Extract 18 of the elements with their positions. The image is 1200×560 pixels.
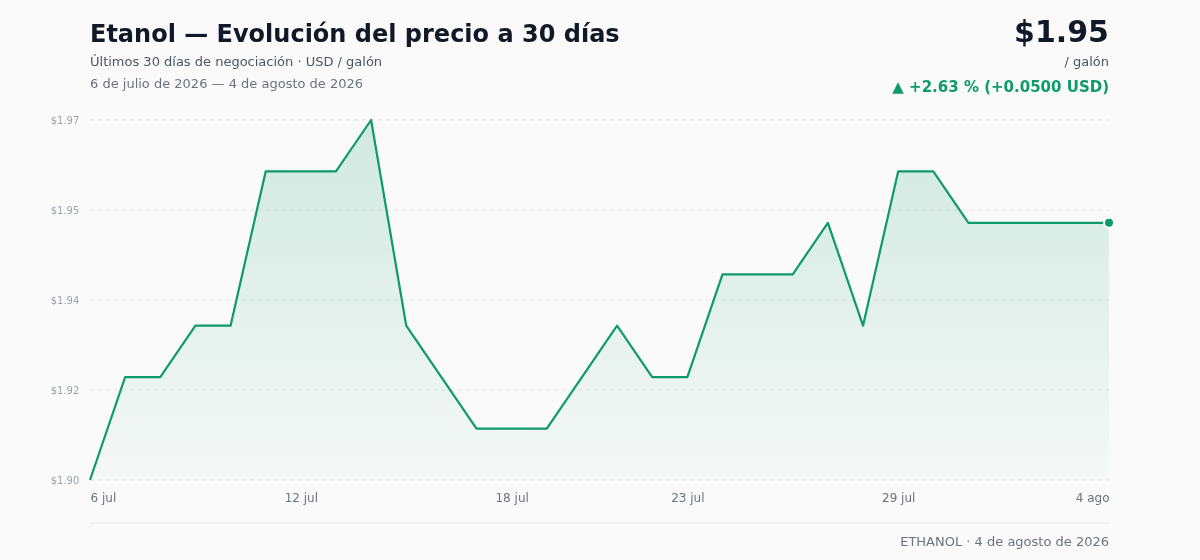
y-tick-label: $1.94 (50, 294, 80, 306)
x-tick-label: 29 jul (881, 490, 916, 505)
text: ETHANOL · 4 de agosto de 2026 (900, 534, 1109, 549)
x-tick-label: 4 ago (1075, 490, 1110, 505)
text: / galón (1064, 54, 1109, 69)
chart-subtitle: Últimos 30 días de negociación · USD / galón (90, 54, 383, 69)
text: 6 de julio de 2026 — 4 de agosto de 2026 (90, 76, 364, 91)
text: $1.95 (1014, 14, 1109, 49)
x-tick-label: 23 jul (671, 490, 705, 505)
x-tick-label: 12 jul (284, 490, 319, 505)
y-tick-label: $1.90 (50, 474, 80, 486)
y-tick-label: $1.92 (50, 384, 80, 396)
y-tick-label: $1.95 (50, 204, 80, 216)
text: ▲ +2.63 % (+0.0500 USD) (892, 78, 1109, 96)
x-tick-label: 18 jul (495, 490, 529, 505)
y-tick-label: $1.97 (50, 114, 80, 126)
chart-title: Etanol — Evolución del precio a 30 días (90, 20, 620, 48)
x-tick-label: 6 jul (90, 490, 117, 505)
